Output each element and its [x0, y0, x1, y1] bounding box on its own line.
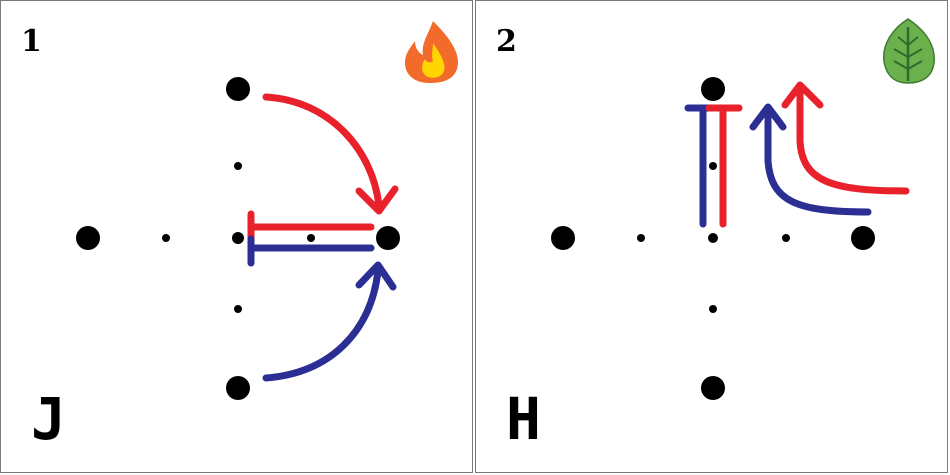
- dot-small: [709, 305, 717, 313]
- panel-1-diagram: [76, 21, 458, 400]
- blue-curved-arrow: [262, 267, 382, 382]
- dot-large: [851, 226, 875, 250]
- fire-icon: [405, 21, 458, 83]
- dot-small: [232, 232, 244, 244]
- blue-arrowhead: [749, 103, 787, 131]
- panel-number: 1: [21, 24, 42, 59]
- panel-letter: J: [31, 385, 66, 453]
- panel-2-diagram: [551, 18, 935, 400]
- dot-small: [234, 305, 242, 313]
- dot-large: [376, 226, 400, 250]
- dot-large: [551, 226, 575, 250]
- red-arrowhead: [355, 185, 399, 215]
- dot-large: [701, 376, 725, 400]
- dot-large: [701, 77, 725, 101]
- dot-small: [709, 162, 717, 170]
- blue-arrowhead: [355, 261, 397, 291]
- red-curved-arrow: [262, 93, 383, 210]
- dot-small: [162, 234, 170, 242]
- dot-small: [782, 234, 790, 242]
- leaf-icon: [883, 18, 935, 84]
- dot-large: [226, 77, 250, 101]
- dot-small: [307, 234, 315, 242]
- red-arrowhead: [781, 81, 824, 109]
- dot-large: [76, 226, 100, 250]
- red-curved-arrow: [796, 85, 910, 195]
- panel-1: 1 J: [0, 0, 473, 473]
- panel-2: 2 H: [475, 0, 948, 473]
- dot-large: [226, 376, 250, 400]
- blue-curved-arrow: [764, 107, 872, 216]
- panel-letter: H: [506, 385, 541, 453]
- dot-small: [637, 234, 645, 242]
- dot-small: [234, 162, 242, 170]
- dot-small: [708, 233, 718, 243]
- panel-number: 2: [496, 24, 517, 59]
